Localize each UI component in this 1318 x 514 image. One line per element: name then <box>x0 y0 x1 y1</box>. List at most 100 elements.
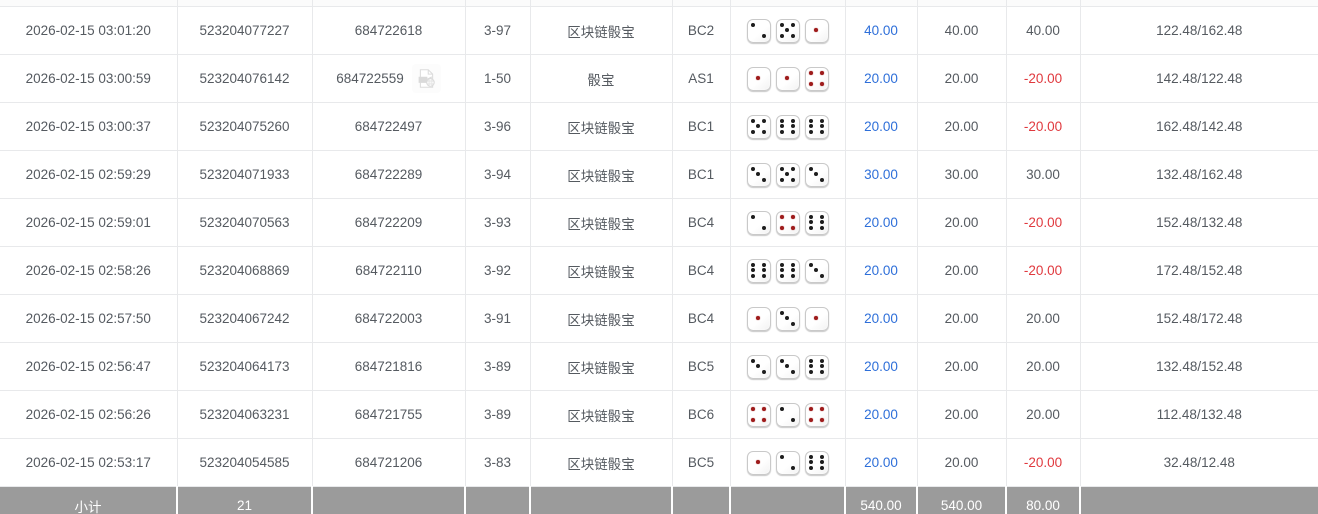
die-pip <box>790 129 795 134</box>
cell-dice-result <box>730 294 846 343</box>
cell-valid-bet: 20.00 <box>917 390 1007 439</box>
die-face-6 <box>804 114 829 139</box>
cell-bet-time: 2026-02-15 02:57:50 <box>0 294 178 343</box>
die-pip <box>751 23 756 28</box>
cell-game-name: 区块链骰宝 <box>530 294 673 343</box>
cell-round-no: 1-50 <box>465 54 531 103</box>
cell-valid-bet: 20.00 <box>917 438 1007 487</box>
dice-group <box>735 114 841 139</box>
cell-win-loss: 30.00 <box>1006 150 1081 199</box>
die-pip <box>780 33 785 38</box>
die-face-6 <box>775 258 800 283</box>
summary-count: 21 <box>177 486 313 514</box>
die-pip <box>819 81 824 86</box>
cell-round-no: 3-92 <box>465 246 531 295</box>
die-pip <box>819 369 824 374</box>
die-pip <box>751 167 756 172</box>
die-pip <box>790 268 795 273</box>
cell-win-loss: -20.00 <box>1006 54 1081 103</box>
cell-game-name: 区块链骰宝 <box>530 342 673 391</box>
table-row: 2026-02-15 02:56:26 523204063231 684721755… <box>0 390 1318 439</box>
cell-valid-bet: 20.00 <box>917 342 1007 391</box>
die-pip <box>751 407 756 412</box>
cell-order-no: 523204071933 <box>177 150 313 199</box>
cell-period-no: 684722209 <box>312 198 466 247</box>
cell-bet-amount: 20.00 <box>845 390 918 439</box>
cell-game-name: 区块链骰宝 <box>530 6 673 55</box>
die-pip <box>790 33 795 38</box>
cell-game-name: 区块链骰宝 <box>530 246 673 295</box>
separator-cell <box>845 0 918 7</box>
die-face-3 <box>746 354 771 379</box>
die-pip <box>814 316 819 321</box>
table-row: 2026-02-15 02:56:47 523204064173 684721816… <box>0 342 1318 391</box>
video-document-icon[interactable] <box>411 64 441 93</box>
die-pip <box>780 455 785 460</box>
die-pip <box>780 268 785 273</box>
die-face-1 <box>746 306 771 331</box>
cell-bet-amount: 20.00 <box>845 102 918 151</box>
summary-dice <box>730 486 846 514</box>
cell-valid-bet: 20.00 <box>917 246 1007 295</box>
separator-cell <box>312 0 466 7</box>
cell-balance: 32.48/12.48 <box>1080 438 1318 487</box>
die-pip <box>809 364 814 369</box>
die-pip <box>819 129 824 134</box>
die-pip <box>790 263 795 268</box>
cell-game-name: 区块链骰宝 <box>530 438 673 487</box>
cell-order-no: 523204067242 <box>177 294 313 343</box>
die-pip <box>809 263 814 268</box>
cell-bet-time: 2026-02-15 02:58:26 <box>0 246 178 295</box>
die-pip <box>790 23 795 28</box>
separator-cell <box>672 0 731 7</box>
cell-table-no: BC1 <box>672 150 731 199</box>
separator-cell <box>730 0 846 7</box>
cell-period-no: 684722559 <box>312 54 466 103</box>
die-face-5 <box>775 18 800 43</box>
cell-round-no: 3-89 <box>465 390 531 439</box>
die-pip <box>790 369 795 374</box>
die-pip <box>751 129 756 134</box>
cell-order-no: 523204063231 <box>177 390 313 439</box>
table-row: 2026-02-15 03:00:59 523204076142 684722559… <box>0 54 1318 103</box>
separator-cell <box>1006 0 1081 7</box>
die-face-6 <box>804 210 829 235</box>
die-pip <box>819 71 824 76</box>
cell-balance: 152.48/172.48 <box>1080 294 1318 343</box>
cell-valid-bet: 20.00 <box>917 102 1007 151</box>
die-pip <box>756 460 761 465</box>
die-pip <box>809 119 814 124</box>
separator-cell <box>917 0 1007 7</box>
cell-bet-time: 2026-02-15 02:53:17 <box>0 438 178 487</box>
dice-group <box>735 402 841 427</box>
cell-valid-bet: 20.00 <box>917 294 1007 343</box>
die-pip <box>790 225 795 230</box>
cell-bet-time: 2026-02-15 03:01:20 <box>0 6 178 55</box>
cell-valid-bet: 30.00 <box>917 150 1007 199</box>
cell-dice-result <box>730 54 846 103</box>
die-pip <box>814 28 819 33</box>
dice-group <box>735 306 841 331</box>
cell-round-no: 3-96 <box>465 102 531 151</box>
die-face-1 <box>746 66 771 91</box>
cell-balance: 152.48/132.48 <box>1080 198 1318 247</box>
die-pip <box>756 172 761 177</box>
die-face-3 <box>775 306 800 331</box>
die-face-2 <box>746 210 771 235</box>
cell-table-no: AS1 <box>672 54 731 103</box>
die-pip <box>761 33 766 38</box>
die-pip <box>756 124 761 129</box>
cell-dice-result <box>730 438 846 487</box>
cell-table-no: BC2 <box>672 6 731 55</box>
die-pip <box>780 23 785 28</box>
period-with-video: 684722559 <box>317 64 461 93</box>
separator-cell <box>0 0 178 7</box>
die-face-1 <box>775 66 800 91</box>
die-pip <box>809 215 814 220</box>
summary-bet-amount: 540.00 <box>845 486 918 514</box>
dice-group <box>735 162 841 187</box>
cell-balance: 142.48/122.48 <box>1080 54 1318 103</box>
die-pip <box>819 124 824 129</box>
cell-win-loss: 20.00 <box>1006 294 1081 343</box>
